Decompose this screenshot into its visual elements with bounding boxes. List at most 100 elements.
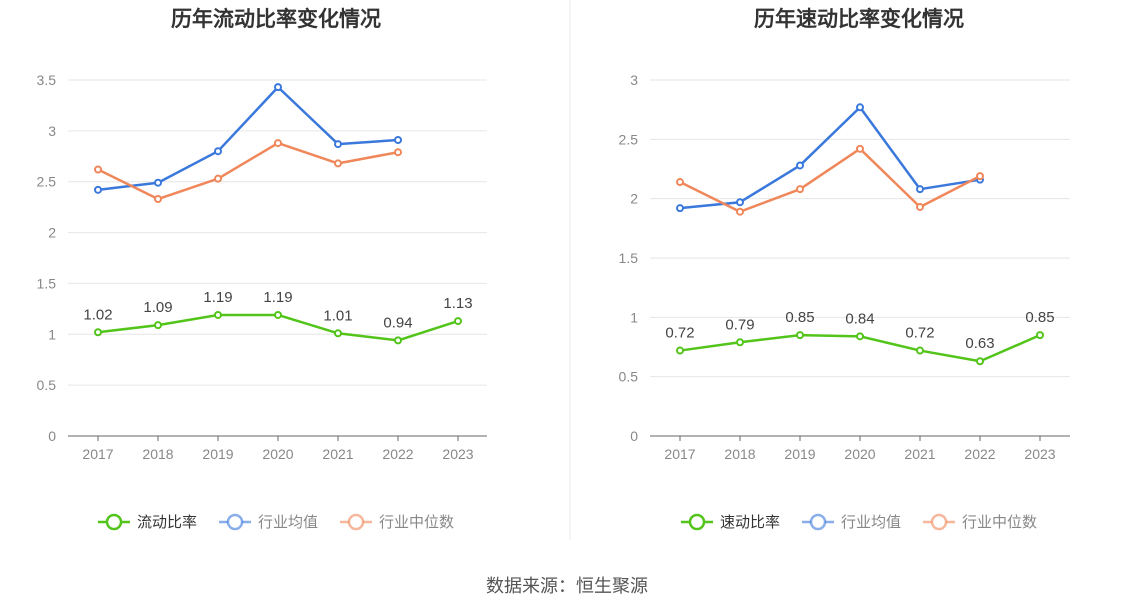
x-tick-label: 2023 xyxy=(1024,446,1055,462)
data-point xyxy=(796,185,804,194)
data-label: 0.85 xyxy=(785,309,814,326)
data-point xyxy=(676,346,684,355)
legend-item-2: 行业均值 xyxy=(802,513,901,531)
data-point xyxy=(736,207,744,216)
x-tick-label: 2018 xyxy=(724,446,755,462)
chart-panel-1: 历年流动比率变化情况 0 0.5 1 1.5 2 2.5 3 3.5 2017 2018 2019 20… xyxy=(37,7,487,531)
data-label: 1.13 xyxy=(443,295,472,312)
y-tick-label: 0.5 xyxy=(619,369,639,385)
data-point xyxy=(856,332,864,341)
series-line-3 xyxy=(679,147,981,213)
data-label: 0.94 xyxy=(383,314,412,331)
x-tick-label: 2023 xyxy=(442,446,473,462)
data-label: 0.84 xyxy=(845,310,874,327)
data-label: 1.01 xyxy=(323,307,352,324)
data-point xyxy=(274,139,282,148)
y-tick-label: 1.5 xyxy=(619,250,639,266)
data-point xyxy=(736,338,744,347)
data-point xyxy=(676,178,684,187)
x-tick-label: 2020 xyxy=(262,446,293,462)
data-point xyxy=(676,204,684,213)
x-tick-label: 2021 xyxy=(322,446,353,462)
chart-panel-2: 历年速动比率变化情况 0 0.5 1 1.5 2 2.5 3 2017 2018 2019 2020 2… xyxy=(619,7,1070,531)
y-tick-label: 3.5 xyxy=(37,72,57,88)
data-label: 0.72 xyxy=(905,325,934,342)
legend-item-3: 行业中位数 xyxy=(923,513,1037,531)
x-tick-label: 2021 xyxy=(904,446,935,462)
data-point xyxy=(214,147,222,156)
y-tick-label: 2.5 xyxy=(619,131,639,147)
data-point xyxy=(334,140,342,149)
y-tick-label: 0.5 xyxy=(37,377,57,393)
legend-item-2: 行业均值 xyxy=(219,513,318,531)
y-tick-label: 2.5 xyxy=(37,174,57,190)
y-tick-label: 1 xyxy=(630,309,638,325)
data-point xyxy=(94,185,102,194)
data-point xyxy=(154,195,162,204)
data-point xyxy=(334,159,342,168)
x-tick-label: 2017 xyxy=(82,446,113,462)
legend-marker-icon xyxy=(809,513,827,531)
legend-marker-icon xyxy=(105,513,123,531)
data-label: 0.85 xyxy=(1025,309,1054,326)
data-point xyxy=(274,310,282,319)
data-label: 0.63 xyxy=(965,335,994,352)
data-point xyxy=(154,178,162,187)
legend-item-1: 流动比率 xyxy=(98,513,197,531)
data-point xyxy=(916,185,924,194)
data-point xyxy=(856,144,864,153)
data-label: 0.72 xyxy=(665,325,694,342)
y-tick-label: 1 xyxy=(48,326,56,342)
data-point xyxy=(1036,331,1044,340)
y-tick-label: 2 xyxy=(630,191,638,207)
data-point xyxy=(274,83,282,92)
legend-marker-icon xyxy=(347,513,365,531)
data-label: 1.02 xyxy=(83,306,112,323)
x-tick-label: 2022 xyxy=(382,446,413,462)
chart-title: 历年流动比率变化情况 xyxy=(171,7,381,31)
data-point xyxy=(976,172,984,181)
series-line-3 xyxy=(97,141,399,201)
chart-title: 历年速动比率变化情况 xyxy=(754,7,964,31)
data-point xyxy=(334,329,342,338)
data-source-note: 数据来源：恒生聚源 xyxy=(486,576,648,597)
data-label: 1.19 xyxy=(263,289,292,306)
x-tick-label: 2020 xyxy=(844,446,875,462)
data-point xyxy=(916,202,924,211)
data-point xyxy=(796,331,804,340)
data-label: 1.19 xyxy=(203,289,232,306)
data-label: 0.79 xyxy=(725,316,754,333)
legend-label: 流动比率 xyxy=(137,513,197,531)
x-tick-label: 2017 xyxy=(664,446,695,462)
legend-label: 速动比率 xyxy=(720,513,780,531)
data-point xyxy=(94,165,102,174)
data-point xyxy=(976,357,984,366)
legend-label: 行业中位数 xyxy=(379,513,454,531)
data-point xyxy=(214,310,222,319)
legend-label: 行业均值 xyxy=(258,513,318,531)
data-point xyxy=(394,136,402,145)
y-tick-label: 1.5 xyxy=(37,275,57,291)
legend-marker-icon xyxy=(930,513,948,531)
data-point xyxy=(454,317,462,326)
y-tick-label: 3 xyxy=(48,123,56,139)
data-point xyxy=(394,336,402,345)
data-point xyxy=(154,321,162,330)
data-point xyxy=(856,103,864,112)
series-line-2 xyxy=(97,85,399,192)
x-tick-label: 2022 xyxy=(964,446,995,462)
x-tick-label: 2019 xyxy=(784,446,815,462)
data-point xyxy=(736,198,744,207)
data-point xyxy=(394,148,402,157)
legend-label: 行业均值 xyxy=(841,513,901,531)
y-tick-label: 0 xyxy=(48,428,56,444)
legend-item-3: 行业中位数 xyxy=(340,513,454,531)
legend-marker-icon xyxy=(226,513,244,531)
x-tick-label: 2018 xyxy=(142,446,173,462)
series-line-2 xyxy=(679,106,981,210)
data-label: 1.09 xyxy=(143,299,172,316)
y-tick-label: 2 xyxy=(48,225,56,241)
y-tick-label: 3 xyxy=(630,72,638,88)
y-tick-label: 0 xyxy=(630,428,638,444)
